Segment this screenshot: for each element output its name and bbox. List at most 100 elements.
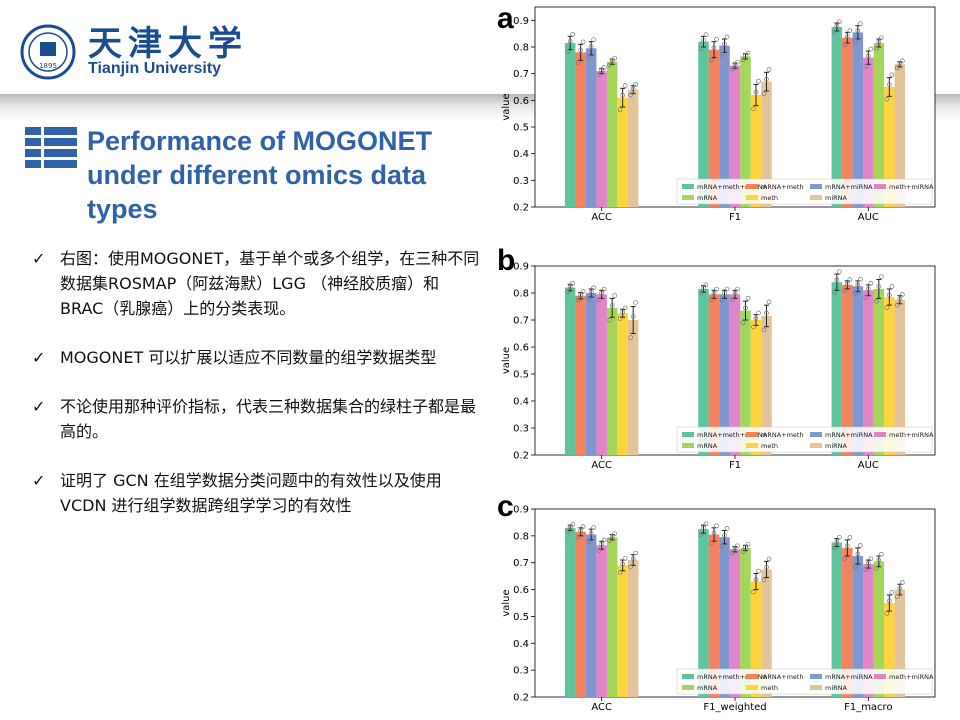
y-tick-label: 0.5: [513, 370, 529, 381]
sample-point: [724, 526, 730, 531]
sample-point: [889, 590, 895, 595]
sample-point: [751, 589, 756, 595]
bar: [564, 287, 576, 455]
sample-point: [617, 570, 623, 575]
bullet-text: MOGONET 可以扩展以适应不同数量的组学数据类型: [60, 348, 437, 367]
bar: [575, 295, 586, 455]
legend-swatch: [810, 432, 822, 437]
sample-point: [852, 564, 858, 569]
sample-point: [596, 72, 602, 77]
title-bars-icon: [25, 127, 77, 169]
sample-point: [836, 534, 842, 540]
sample-point: [591, 525, 597, 530]
sample-point: [735, 543, 740, 549]
sample-point: [609, 58, 615, 64]
bar: [750, 581, 762, 697]
sample-point: [834, 539, 840, 544]
sample-point: [622, 83, 628, 88]
sample-point: [863, 63, 869, 69]
sample-point: [620, 561, 626, 567]
y-tick-label: 0.7: [513, 316, 529, 327]
sample-point: [855, 551, 861, 557]
legend-swatch: [810, 184, 822, 189]
sample-point: [609, 303, 615, 308]
sample-point: [567, 284, 573, 290]
sample-point: [876, 39, 882, 45]
x-tick-label: F1_weighted: [703, 702, 766, 713]
bar: [698, 529, 709, 697]
bar: [708, 294, 720, 455]
sample-point: [761, 577, 767, 583]
legend-label: mRNA+meth+miRNA: [697, 431, 768, 439]
sample-point: [886, 82, 892, 87]
sample-point: [586, 539, 592, 544]
bar: [894, 64, 906, 207]
sample-point: [701, 285, 706, 291]
y-tick-label: 0.6: [513, 343, 529, 354]
bar: [740, 547, 751, 697]
sample-point: [599, 67, 605, 73]
sample-point: [609, 534, 615, 539]
sample-point: [842, 42, 848, 47]
legend-label: meth: [761, 442, 778, 450]
sample-point: [852, 38, 858, 44]
legend-swatch: [810, 443, 822, 448]
legend-label: mRNA+miRNA: [825, 183, 873, 191]
sample-point: [751, 324, 756, 330]
bar: [606, 537, 618, 697]
sample-point: [570, 281, 576, 286]
bar: [585, 534, 597, 697]
legend-swatch: [746, 685, 758, 690]
sample-point: [732, 290, 738, 296]
sample-point: [711, 290, 717, 296]
y-tick-label: 0.6: [513, 585, 529, 596]
bar: [698, 288, 709, 455]
bar: [842, 37, 853, 207]
sample-point: [884, 96, 890, 102]
sample-point: [732, 546, 738, 551]
legend-swatch: [682, 443, 694, 448]
bar: [852, 556, 864, 697]
panel-label-a: a: [497, 2, 514, 35]
sample-point: [722, 41, 727, 47]
sample-point: [894, 65, 900, 71]
check-icon: ✓: [32, 471, 46, 490]
sample-point: [575, 60, 581, 66]
sample-point: [865, 53, 871, 59]
sample-point: [761, 91, 767, 97]
sample-point: [889, 72, 895, 78]
y-tick-label: 0.4: [513, 397, 529, 408]
y-tick-label: 0.6: [513, 96, 529, 107]
sample-point: [599, 541, 605, 547]
legend-swatch: [810, 685, 822, 690]
sample-point: [756, 310, 761, 316]
sample-point: [831, 29, 837, 35]
sample-point: [633, 550, 639, 556]
legend-label: mRNA+miRNA: [825, 673, 873, 681]
bar: [750, 320, 762, 455]
sample-point: [722, 533, 727, 538]
y-axis-label: value: [501, 589, 512, 616]
bar: [842, 547, 853, 697]
legend-label: meth+miRNA: [889, 431, 934, 439]
sample-point: [753, 316, 759, 321]
bar: [596, 71, 607, 207]
y-tick-label: 0.4: [513, 149, 529, 160]
seal-year: 1895: [39, 62, 57, 70]
legend-label: mRNA+meth: [761, 673, 804, 681]
sample-point: [620, 309, 626, 315]
sample-point: [711, 530, 717, 536]
legend-label: meth: [761, 194, 778, 202]
bar: [719, 294, 730, 455]
y-tick-label: 0.2: [513, 693, 529, 704]
bar: [884, 297, 895, 455]
sample-point: [865, 560, 871, 566]
bar: [842, 284, 853, 455]
sample-point: [617, 107, 623, 113]
sample-point: [724, 286, 730, 292]
sample-point: [761, 327, 767, 333]
sample-point: [735, 286, 740, 292]
bar: [596, 545, 607, 697]
bar: [708, 49, 720, 207]
sample-point: [884, 305, 890, 310]
